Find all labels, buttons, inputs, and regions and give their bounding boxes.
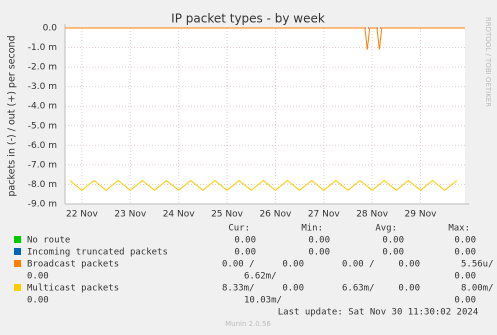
last-update: Last update: Sat Nov 30 11:30:02 2024 (278, 308, 478, 318)
series-line (69, 179, 458, 191)
legend-value: 0.00 (308, 248, 330, 258)
y-tick-label: -3.0 m (28, 82, 57, 92)
legend-value: 0.00 (398, 260, 420, 270)
y-tick-label: 0.0 (43, 24, 58, 34)
legend-header: Cur: (228, 224, 250, 234)
y-tick-label: -7.0 m (28, 160, 57, 170)
legend-value: 6.63m/ (342, 284, 375, 294)
x-tick-label: 29 Nov (405, 210, 438, 220)
x-tick-label: 23 Nov (114, 210, 147, 220)
legend-value: 0.00 / (222, 260, 255, 270)
legend-swatch (14, 236, 21, 243)
x-tick-label: 24 Nov (163, 210, 196, 220)
legend-swatch (14, 260, 21, 267)
legend-value: 8.33m/ (222, 284, 255, 294)
legend-name: Multicast packets (27, 284, 119, 294)
legend-name: Incoming truncated packets (27, 248, 168, 258)
legend-swatch (14, 284, 21, 291)
y-tick-label: -2.0 m (28, 63, 57, 73)
legend-value: 0.00 (282, 284, 304, 294)
legend-header: Min: (301, 224, 323, 234)
legend-value: 0.00 (27, 272, 49, 282)
legend-value: 0.00 (398, 284, 420, 294)
version: Munin 2.0.56 (225, 320, 271, 328)
legend-value: 8.00m/ (461, 284, 494, 294)
legend-value: 0.00 (454, 272, 476, 282)
legend-value: 6.62m/ (244, 272, 277, 282)
legend-value: 0.00 (308, 236, 330, 246)
legend-value: 0.00 (282, 260, 304, 270)
plot-area (65, 28, 465, 204)
legend-value: 0.00 (382, 248, 404, 258)
legend-value: 5.56u/ (461, 260, 494, 270)
legend-value: 0.00 (234, 248, 256, 258)
legend-header: Avg: (375, 224, 397, 234)
legend-name: No route (27, 236, 70, 246)
x-tick-label: 22 Nov (66, 210, 99, 220)
legend-swatch (14, 248, 21, 255)
legend-header: Max: (448, 224, 470, 234)
y-tick-label: -8.0 m (28, 180, 57, 190)
legend-value: 0.00 (234, 236, 256, 246)
legend-name: Broadcast packets (27, 260, 119, 270)
chart-title: IP packet types - by week (171, 12, 325, 26)
legend-value: 0.00 / (342, 260, 375, 270)
y-tick-label: -4.0 m (28, 102, 57, 112)
x-tick-label: 28 Nov (356, 210, 389, 220)
y-tick-label: -5.0 m (28, 121, 57, 131)
y-axis-label: packets in (-) / out (+) per second (7, 35, 18, 196)
y-tick-label: -6.0 m (28, 141, 57, 151)
legend-value: 10.03m/ (244, 296, 282, 306)
y-tick-label: -1.0 m (28, 43, 57, 53)
legend-value: 0.00 (454, 236, 476, 246)
series-line (65, 27, 465, 50)
x-tick-label: 26 Nov (259, 210, 292, 220)
side-label: RRDTOOL / TOBI OETIKER (484, 17, 492, 107)
x-tick-label: 25 Nov (211, 210, 244, 220)
legend-value: 0.00 (382, 236, 404, 246)
x-tick-label: 27 Nov (308, 210, 341, 220)
legend-value: 0.00 (27, 296, 49, 306)
legend-value: 0.00 (454, 296, 476, 306)
legend-value: 0.00 (454, 248, 476, 258)
y-tick-label: -9.0 m (28, 200, 57, 210)
